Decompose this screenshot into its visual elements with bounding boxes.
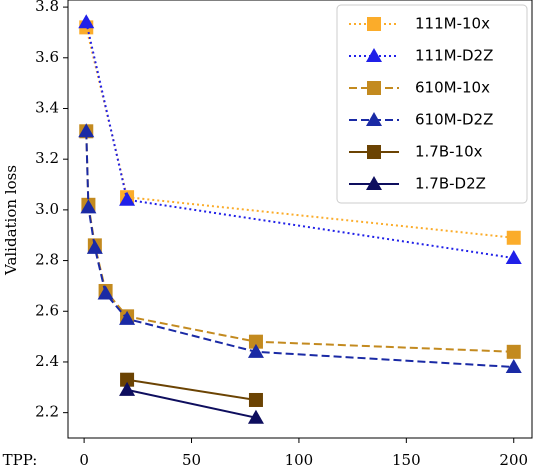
marker <box>119 191 136 206</box>
y-tick-label: 2.2 <box>35 403 59 421</box>
marker <box>119 381 136 396</box>
marker <box>247 409 264 424</box>
y-tick-label: 3.0 <box>35 200 59 218</box>
marker <box>505 359 522 374</box>
x-tick-label: 0 <box>79 451 89 469</box>
marker <box>505 250 522 265</box>
legend-label: 610M-10x <box>415 79 490 97</box>
legend: 111M-10x 111M-D2Z 610M-10x 610M-D2Z 1.7B-10x… <box>336 4 528 204</box>
marker <box>78 123 95 138</box>
plot-frame <box>67 0 533 439</box>
y-tick-label: 3.4 <box>35 98 59 116</box>
marker <box>120 372 135 387</box>
marker <box>80 199 97 214</box>
x-tick-label: 100 <box>285 451 314 469</box>
x-tick-label: 50 <box>182 451 201 469</box>
marker <box>248 392 263 407</box>
series-line <box>126 378 257 401</box>
marker <box>97 285 114 300</box>
marker <box>506 230 521 245</box>
series-line <box>85 22 514 260</box>
marker <box>366 112 382 126</box>
y-tick-label: 2.8 <box>35 251 59 269</box>
marker <box>367 81 381 95</box>
marker <box>247 343 264 358</box>
legend-label: 1.7B-D2Z <box>415 175 486 193</box>
marker <box>506 344 521 359</box>
marker <box>366 48 382 62</box>
x-axis-label: TPP: <box>3 451 38 469</box>
y-tick-label: 2.6 <box>35 301 59 319</box>
y-tick-label: 3.6 <box>35 48 59 66</box>
y-tick-label: 3.2 <box>35 149 59 167</box>
marker <box>78 14 95 29</box>
y-tick-label: 3.8 <box>35 0 59 15</box>
legend-label: 1.7B-10x <box>415 143 483 161</box>
legend-label: 610M-D2Z <box>415 111 493 129</box>
series-line <box>126 388 257 419</box>
marker <box>367 17 381 31</box>
legend-frame <box>336 4 528 204</box>
legend-label: 111M-10x <box>415 15 490 33</box>
marker <box>119 310 136 325</box>
x-tick-label: 150 <box>392 451 421 469</box>
x-tick-label: 200 <box>499 451 528 469</box>
marker <box>367 145 381 159</box>
legend-label: 111M-D2Z <box>415 47 493 65</box>
y-tick-label: 2.4 <box>35 352 59 370</box>
marker <box>366 176 382 190</box>
marker <box>86 239 103 254</box>
y-axis-label: Validation loss <box>2 165 20 276</box>
marker <box>248 334 263 349</box>
